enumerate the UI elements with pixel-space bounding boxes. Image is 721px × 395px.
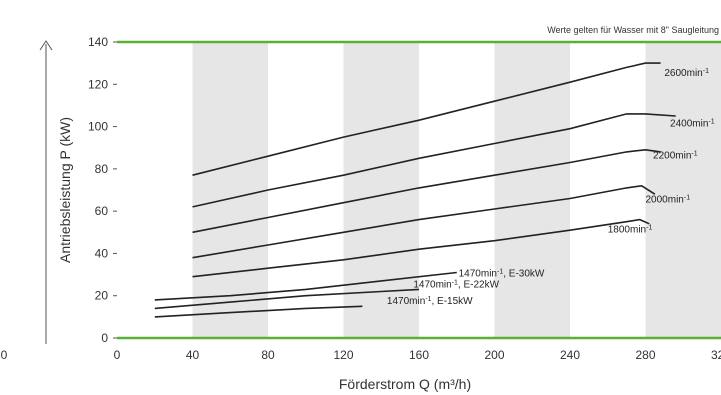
shaded-band-3: [645, 42, 721, 338]
series-line-6: [154, 288, 420, 310]
y-tick-label: 60: [95, 204, 109, 218]
y-tick-label: 120: [88, 77, 108, 91]
y-tick-label: 140: [88, 35, 108, 49]
y-tick-label: 20: [95, 289, 109, 303]
y-axis-arrow: [39, 40, 53, 51]
x-tick-label: 80: [261, 348, 275, 362]
y-tick-label: 80: [95, 162, 109, 176]
y-tick-labels: 0 20 40 60 80 100 120 140: [88, 35, 117, 345]
shaded-band-0: [192, 42, 268, 338]
x-tick-label: 40: [186, 348, 200, 362]
series-line-5: [154, 271, 457, 301]
series-labels: 2600min-1 2400min-1 2200min-1 2000min-1 1800…: [387, 67, 715, 307]
chart-note: Werte gelten für Wasser mit 8" Saugleitu…: [547, 25, 719, 35]
y-tick-label: 100: [88, 120, 108, 134]
y-axis-title: Antriebsleistung P (kW): [57, 117, 73, 263]
x-tick-labels: 0 40 80 120 160 200 240 280 320: [114, 348, 721, 362]
shaded-band-2: [494, 42, 570, 338]
series-line-3: [192, 184, 656, 259]
series-lines: [154, 62, 676, 318]
left-edge-tick-label: 0: [1, 348, 8, 362]
series-label-0: 2600min-1: [664, 67, 709, 79]
series-line-1: [192, 113, 676, 208]
x-tick-label: 280: [635, 348, 655, 362]
series-line-2: [192, 148, 661, 234]
series-label-1: 2400min-1: [670, 118, 715, 130]
plot-frame: [117, 40, 721, 340]
x-tick-label: 120: [333, 348, 353, 362]
series-line-0: [192, 62, 661, 176]
series-label-7: 1470min-1, E-15kW: [387, 296, 473, 308]
x-tick-label: 0: [114, 348, 121, 362]
y-tick-label: 40: [95, 246, 109, 260]
series-label-2: 2200min-1: [653, 150, 698, 162]
series-label-3: 2000min-1: [646, 194, 691, 206]
x-tick-label: 320: [711, 348, 721, 362]
series-line-4: [192, 218, 650, 278]
x-tick-label: 160: [409, 348, 429, 362]
series-label-5: 1470min-1, E-30kW: [459, 268, 545, 280]
y-tick-label: 0: [101, 331, 108, 345]
series-label-6: 1470min-1, E-22kW: [413, 279, 499, 291]
series-line-7: [154, 305, 363, 318]
x-tick-label: 200: [484, 348, 504, 362]
x-tick-label: 240: [560, 348, 580, 362]
x-axis-title: Förderstrom Q (m³/h): [339, 376, 471, 392]
series-label-4: 1800min-1: [608, 224, 653, 236]
y-axis: Antriebsleistung P (kW): [39, 40, 73, 344]
